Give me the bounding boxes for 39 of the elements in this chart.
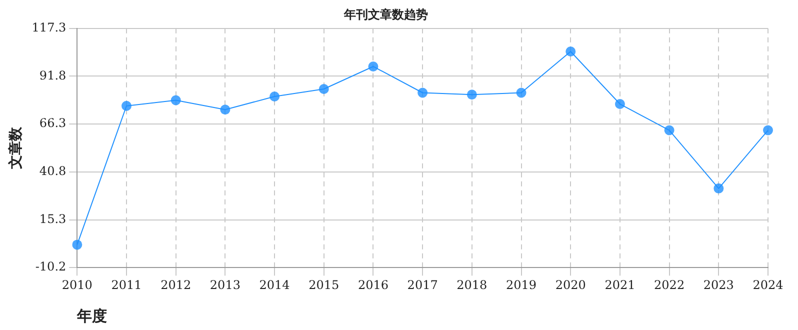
point: [170, 95, 181, 106]
y-tick-label: 15.3: [39, 212, 66, 226]
y-tick-label: 91.8: [39, 68, 66, 82]
x-tick-label: 2019: [506, 278, 537, 292]
point: [318, 84, 329, 94]
y-tick-label: -10.2: [35, 260, 66, 274]
x-axis-title: 年度: [76, 306, 108, 325]
point: [72, 240, 82, 250]
y-tick-label: 40.8: [39, 164, 66, 178]
x-tick-label: 2010: [62, 278, 92, 292]
x-tick-label: 2024: [752, 278, 784, 292]
x-tick-label: 2011: [111, 278, 142, 292]
x-tick-label: 2013: [210, 278, 240, 292]
x-tick-label: 2017: [407, 278, 438, 292]
x-tick-label: 2021: [604, 278, 636, 292]
x-tick-label: 2016: [358, 278, 389, 292]
point: [122, 100, 132, 111]
y-tick-label: 66.3: [39, 116, 66, 130]
point: [368, 61, 378, 72]
point: [220, 104, 230, 115]
point: [714, 183, 724, 194]
x-tick-label: 2012: [160, 278, 192, 292]
x-tick-label: 2023: [703, 278, 734, 292]
y-axis-title: 文章数: [7, 126, 24, 170]
x-tick-label: 2014: [259, 278, 290, 292]
point: [614, 99, 625, 110]
point: [270, 92, 280, 102]
x-tick-label: 2015: [308, 278, 340, 292]
y-tick-label: 117.3: [32, 20, 66, 35]
x-tick-label: 2022: [654, 278, 685, 292]
point: [418, 88, 428, 98]
point: [466, 90, 477, 100]
point: [763, 125, 773, 136]
chart-title: 年刊文章数趋势: [343, 7, 428, 22]
x-tick-label: 2018: [456, 278, 488, 292]
point: [566, 46, 576, 56]
x-tick-label: 2020: [555, 278, 586, 292]
point: [516, 88, 526, 98]
point: [664, 125, 674, 136]
